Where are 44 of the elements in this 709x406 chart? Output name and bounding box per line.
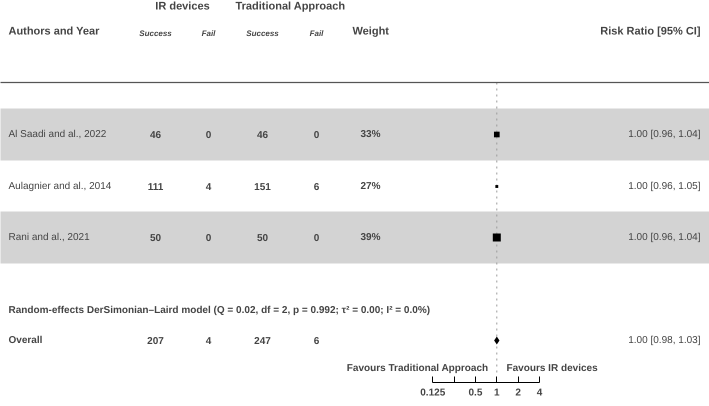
y-tick-label: Overall <box>8 335 43 346</box>
text: Success <box>246 29 280 38</box>
annotation: 46 <box>256 130 268 141</box>
annotation: 50 <box>150 233 162 244</box>
y-tick-label: Al Saadi and al., 2022 <box>8 129 107 140</box>
text: Authors and Year <box>8 26 100 38</box>
annotation: 46 <box>150 130 162 141</box>
x-tick-label: 4 <box>536 388 543 398</box>
annotation: 50 <box>256 233 268 244</box>
annotation: 33% <box>360 129 381 140</box>
text: 1.00 [0.96, 1.04] <box>628 129 700 140</box>
annotation: 247 <box>254 336 272 347</box>
text: Success <box>139 29 172 38</box>
x-tick-label: 0.5 <box>468 388 483 398</box>
text: IR devices <box>155 0 210 12</box>
text: Fail <box>310 29 324 38</box>
text: Traditional Approach <box>235 0 346 12</box>
annotation: 111 <box>148 182 164 193</box>
annotation: 151 <box>254 182 272 193</box>
text: Risk Ratio [95% CI] <box>600 26 701 38</box>
text: 1.00 [0.98, 1.03] <box>628 335 700 346</box>
y-tick-label: Aulagnier and al., 2014 <box>8 181 112 192</box>
annotation: 0 <box>206 130 212 141</box>
annotation: Favours Traditional Approach <box>346 363 488 374</box>
annotation: 39% <box>360 232 381 243</box>
annotation: 207 <box>147 336 164 347</box>
annotation: 0 <box>314 130 320 141</box>
annotation: 0 <box>314 233 320 244</box>
annotation: 4 <box>206 336 212 347</box>
x-tick-label: 1 <box>494 388 500 398</box>
text: Fail <box>202 29 216 38</box>
x-tick-label: 0.125 <box>420 388 446 398</box>
text: 1.00 [0.96, 1.05] <box>628 181 700 192</box>
annotation: 27% <box>360 181 381 192</box>
x-tick-label: 2 <box>515 388 522 398</box>
text: Weight <box>352 26 390 38</box>
annotation: 0 <box>206 233 212 244</box>
annotation: 6 <box>314 336 320 347</box>
y-tick-label: Rani and al., 2021 <box>8 232 90 243</box>
annotation: 4 <box>206 182 212 193</box>
annotation: 6 <box>314 182 320 193</box>
text: 1.00 [0.96, 1.04] <box>628 232 700 243</box>
annotation: Random-effects DerSimonian–Laird model (Q = 0.02, df = 2, p = 0.992; τ² = 0.00; I² = 0.0%) <box>8 305 430 316</box>
annotation: Favours IR devices <box>506 363 598 374</box>
